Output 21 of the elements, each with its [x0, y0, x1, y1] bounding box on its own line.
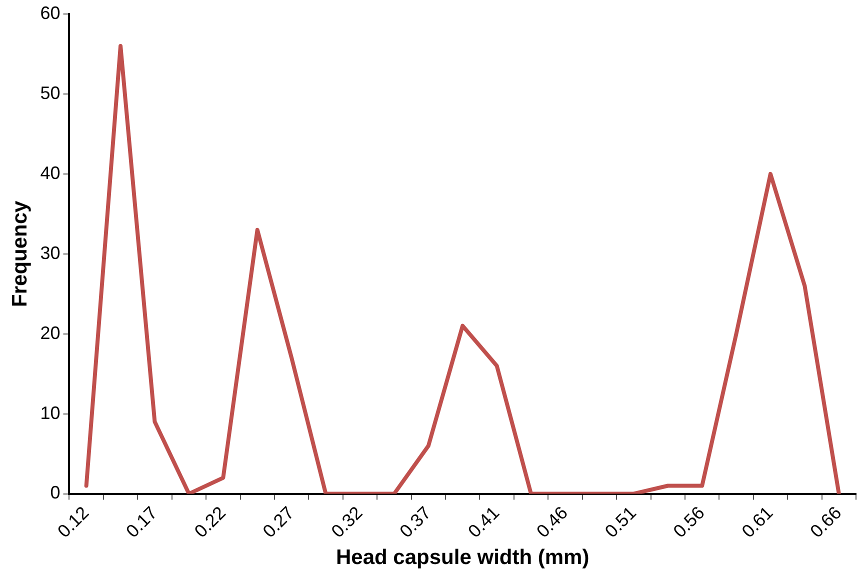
- x-tick-label: 0.61: [738, 502, 777, 542]
- x-tick-label: 0.56: [669, 502, 708, 542]
- y-tick-label: 50: [40, 82, 60, 103]
- y-tick-label: 30: [40, 242, 60, 263]
- x-tick-label: 0.12: [54, 502, 93, 542]
- y-tick-label: 10: [40, 402, 60, 423]
- x-tick-label: 0.17: [122, 502, 162, 542]
- y-axis-title: Frequency: [8, 200, 32, 307]
- y-tick-label: 20: [40, 322, 60, 343]
- x-tick-label: 0.66: [806, 502, 846, 542]
- y-tick-label: 60: [40, 2, 60, 23]
- x-tick-label: 0.41: [464, 502, 504, 542]
- x-tick-label: 0.51: [601, 502, 640, 542]
- x-tick-label: 0.37: [396, 502, 435, 542]
- x-tick-label: 0.22: [190, 502, 230, 542]
- y-tick-label: 0: [50, 482, 60, 503]
- x-tick-label: 0.46: [532, 502, 572, 542]
- x-tick-label: 0.32: [327, 502, 366, 542]
- x-axis-title: Head capsule width (mm): [336, 546, 590, 570]
- x-tick-label: 0.27: [258, 502, 298, 542]
- y-tick-label: 40: [40, 162, 60, 183]
